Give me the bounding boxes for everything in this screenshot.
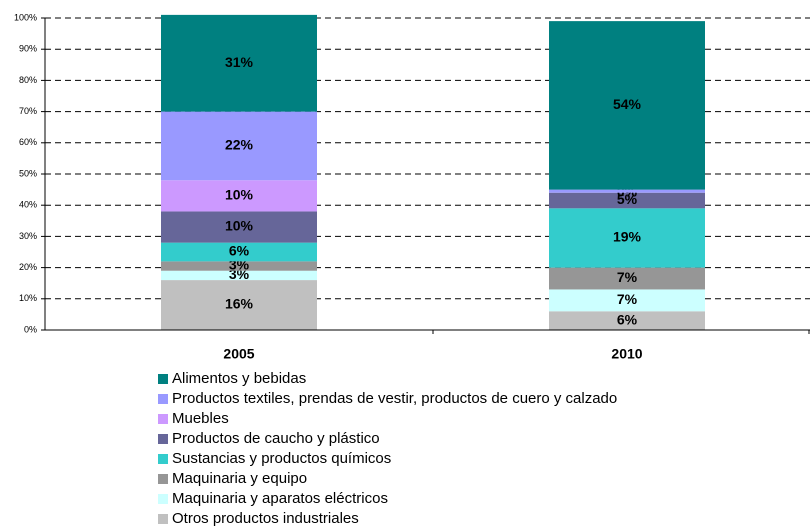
legend-label: Maquinaria y equipo [172, 470, 307, 487]
bar-segment [549, 311, 705, 330]
y-tick-label: 70% [19, 106, 37, 116]
x-tick-label: 2005 [223, 346, 254, 362]
value-label: 31% [225, 54, 254, 70]
y-tick-label: 10% [19, 293, 37, 303]
legend-label: Otros productos industriales [172, 510, 359, 527]
legend-label: Productos de caucho y plástico [172, 430, 380, 447]
bar-segment [161, 111, 317, 181]
value-label: 7% [617, 269, 638, 285]
bar-segment [549, 192, 705, 209]
value-label: 16% [225, 296, 254, 312]
y-tick-label: 80% [19, 75, 37, 85]
y-tick-label: 50% [19, 168, 37, 178]
legend-swatch [158, 434, 168, 444]
bar-segment [549, 189, 705, 193]
y-tick-label: 40% [19, 200, 37, 210]
legend-swatch [158, 474, 168, 484]
y-tick-label: 100% [14, 12, 37, 22]
bar-segment [161, 242, 317, 262]
legend-swatch [158, 514, 168, 524]
y-tick-label: 0% [24, 324, 37, 334]
legend-label: Alimentos y bebidas [172, 370, 306, 387]
legend-swatch [158, 414, 168, 424]
legend-swatch [158, 374, 168, 384]
value-label: 6% [617, 311, 638, 327]
bar-segment [549, 289, 705, 312]
legend-label: Muebles [172, 410, 229, 427]
bar-segment [549, 21, 705, 190]
bar-segment [161, 180, 317, 212]
value-label: 7% [617, 291, 638, 307]
value-label: 54% [613, 96, 642, 112]
value-label: 6% [229, 243, 250, 259]
legend-swatch [158, 454, 168, 464]
legend-label: Productos textiles, prendas de vestir, p… [172, 390, 617, 407]
bar-segment [549, 267, 705, 290]
bar-segment [549, 208, 705, 268]
bar-segment [161, 14, 317, 112]
bar-segment [161, 211, 317, 243]
y-tick-label: 30% [19, 231, 37, 241]
value-label: 10% [225, 218, 254, 234]
bar-segment [161, 270, 317, 281]
value-label: 22% [225, 137, 254, 153]
y-tick-label: 60% [19, 137, 37, 147]
legend-swatch [158, 394, 168, 404]
x-tick-label: 2010 [611, 346, 642, 362]
bar-segment [161, 261, 317, 271]
value-label: 10% [225, 187, 254, 203]
y-tick-label: 20% [19, 262, 37, 272]
legend-label: Maquinaria y aparatos eléctricos [172, 490, 388, 507]
legend-label: Sustancias y productos químicos [172, 450, 391, 467]
value-label: 5% [617, 191, 638, 207]
bar-segment [161, 280, 317, 330]
legend-swatch [158, 494, 168, 504]
y-tick-label: 90% [19, 44, 37, 54]
value-label: 19% [613, 229, 642, 245]
